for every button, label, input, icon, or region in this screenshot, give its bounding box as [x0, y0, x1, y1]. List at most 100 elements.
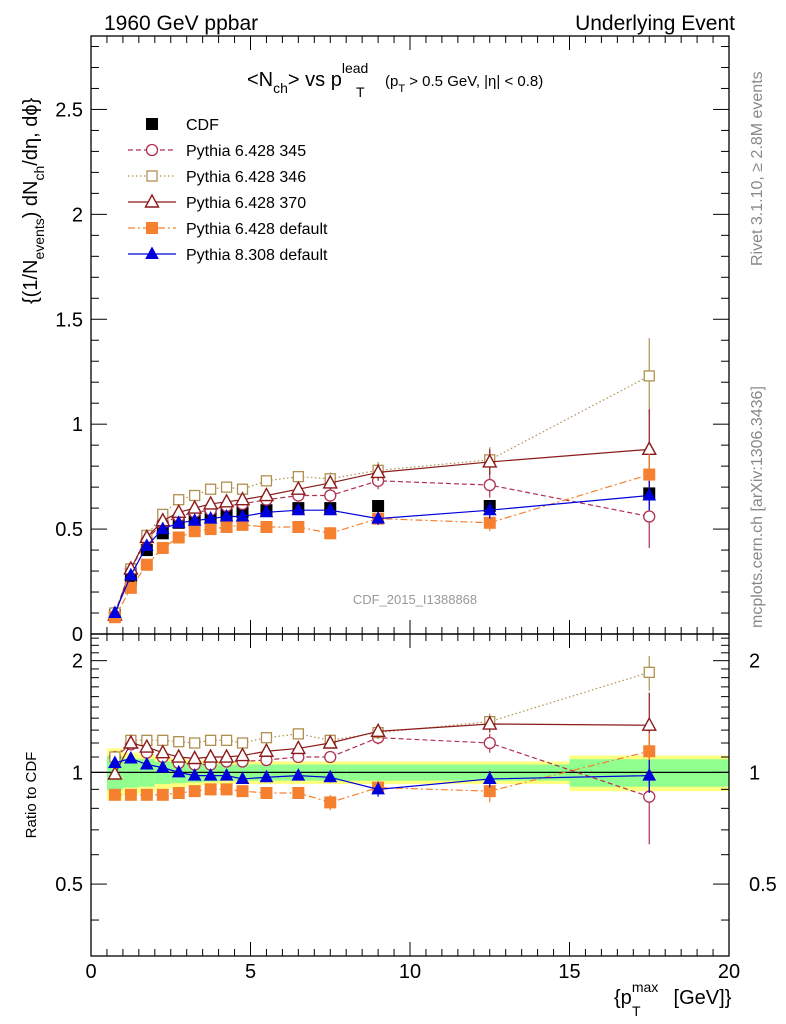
data-point [202, 495, 219, 510]
data-point [292, 470, 305, 483]
header-right: Underlying Event [575, 12, 735, 35]
x-axis-label: {pmax T [GeV]} [614, 979, 732, 1019]
legend-marker [145, 143, 159, 157]
data-point [290, 480, 307, 495]
ratio-point [202, 748, 219, 763]
series-3 [107, 409, 657, 621]
legend-entry: CDF [146, 117, 219, 134]
legend-entry: Pythia 6.428 default [128, 221, 328, 238]
data-point [291, 502, 306, 516]
y-tick-label-main: 2 [72, 204, 83, 226]
ratio-point [218, 748, 235, 763]
ratio-point [483, 736, 496, 750]
x-label-part-a: {p [614, 987, 632, 1009]
ratio-point [482, 715, 498, 730]
ratio-point [258, 742, 275, 757]
y-label-sub-b: ch [31, 166, 47, 181]
ratio-series-4 [108, 750, 657, 797]
ratio-point [641, 716, 657, 731]
ratio-point [172, 786, 185, 799]
ratio-point [107, 765, 123, 780]
ratio-point [124, 788, 137, 801]
ratio-point [371, 781, 385, 795]
data-point [258, 487, 275, 502]
ratio-point [236, 785, 249, 798]
ratio-point [187, 768, 202, 781]
ratio-tick-label-right: 1 [749, 762, 760, 784]
ratio-tick-label-left: 2 [72, 651, 83, 673]
ratio-point [139, 738, 155, 753]
data-point [642, 487, 657, 501]
data-point [483, 516, 496, 529]
x-tick-label: 20 [718, 961, 740, 983]
data-point [292, 520, 305, 533]
x-tick-labels: 0 5 10 15 20 [85, 961, 740, 983]
ratio-point [140, 788, 153, 801]
data-point [156, 541, 169, 554]
ratio-point [292, 728, 305, 740]
data-point [643, 510, 656, 523]
data-point [220, 481, 233, 493]
data-point [260, 520, 273, 533]
ratio-point [260, 732, 273, 744]
ratio-point [322, 734, 338, 749]
legend-entry: Pythia 8.308 default [128, 246, 328, 264]
ratio-frame [90, 633, 730, 957]
legend-marker [146, 170, 158, 182]
legend-label: Pythia 6.428 345 [186, 143, 306, 160]
legend-entry: Pythia 6.428 346 [128, 169, 306, 186]
ratio-series-3 [108, 732, 656, 811]
main-panel: 00.511.522.5 <Nch> vs plead T(pT > 0.5 Ge… [20, 35, 730, 646]
ratio-point [188, 785, 201, 798]
data-point [108, 605, 122, 619]
ratio-point [204, 734, 217, 746]
y-tick-label-main: 1.5 [55, 309, 83, 331]
ratio-point [157, 734, 169, 746]
watermark: CDF_2015_I1388868 [353, 592, 477, 607]
plot-title-lhs-sub: ch [273, 80, 288, 96]
ratio-band-inner [122, 758, 139, 788]
data-point [260, 475, 273, 487]
ratio-point [324, 750, 337, 764]
ratio-point [323, 769, 338, 783]
side-label-mcplots: mcplots.cern.ch [arXiv:1306.3436] [749, 386, 766, 628]
ratio-point [235, 771, 250, 784]
legend-label: Pythia 6.428 346 [186, 169, 306, 186]
data-point [371, 511, 385, 524]
plot-title-mid: > vs p [288, 69, 342, 91]
data-point [173, 494, 185, 506]
data-point [171, 515, 186, 528]
plot-title-cond: (p [385, 73, 398, 90]
ratio-point [171, 748, 187, 763]
data-point [482, 453, 498, 468]
ratio-axis-ticks: 0.5 0.5 1 1 2 2 [55, 634, 777, 956]
ratio-tick-label-left: 1 [72, 762, 83, 784]
ratio-panel: 0.5 0.5 1 1 2 2 Ratio to CDF [23, 633, 777, 957]
data-point [172, 531, 185, 544]
data-point [188, 525, 201, 538]
data-point [124, 567, 138, 581]
main-axis-ticks: 0 0.5 1 1.5 2 2.5 [55, 36, 730, 646]
data-point [482, 502, 497, 516]
x-tick-label: 5 [245, 961, 256, 983]
y-label-part-b: ) dN [20, 180, 42, 218]
data-point [203, 511, 218, 524]
legend-label: Pythia 6.428 370 [186, 195, 306, 212]
ratio-point [236, 737, 249, 749]
ratio-point [259, 769, 274, 783]
ratio-point [139, 756, 154, 770]
data-point [323, 502, 338, 516]
legend-entry: Pythia 6.428 345 [128, 143, 306, 160]
y-label-part-a: {(1/N [20, 260, 42, 304]
data-point [372, 500, 385, 513]
legend-label: Pythia 6.428 default [186, 221, 328, 238]
plot-title-lhs: <N [247, 69, 273, 91]
x-label-sub: T [632, 1003, 641, 1019]
ratio-point [260, 786, 273, 799]
legend-label: Pythia 8.308 default [186, 247, 328, 264]
data-point [220, 520, 233, 533]
ratio-point [642, 768, 657, 781]
ratio-point [234, 747, 251, 762]
ratio-point [108, 755, 122, 768]
y-tick-label-main: 1 [72, 414, 83, 436]
